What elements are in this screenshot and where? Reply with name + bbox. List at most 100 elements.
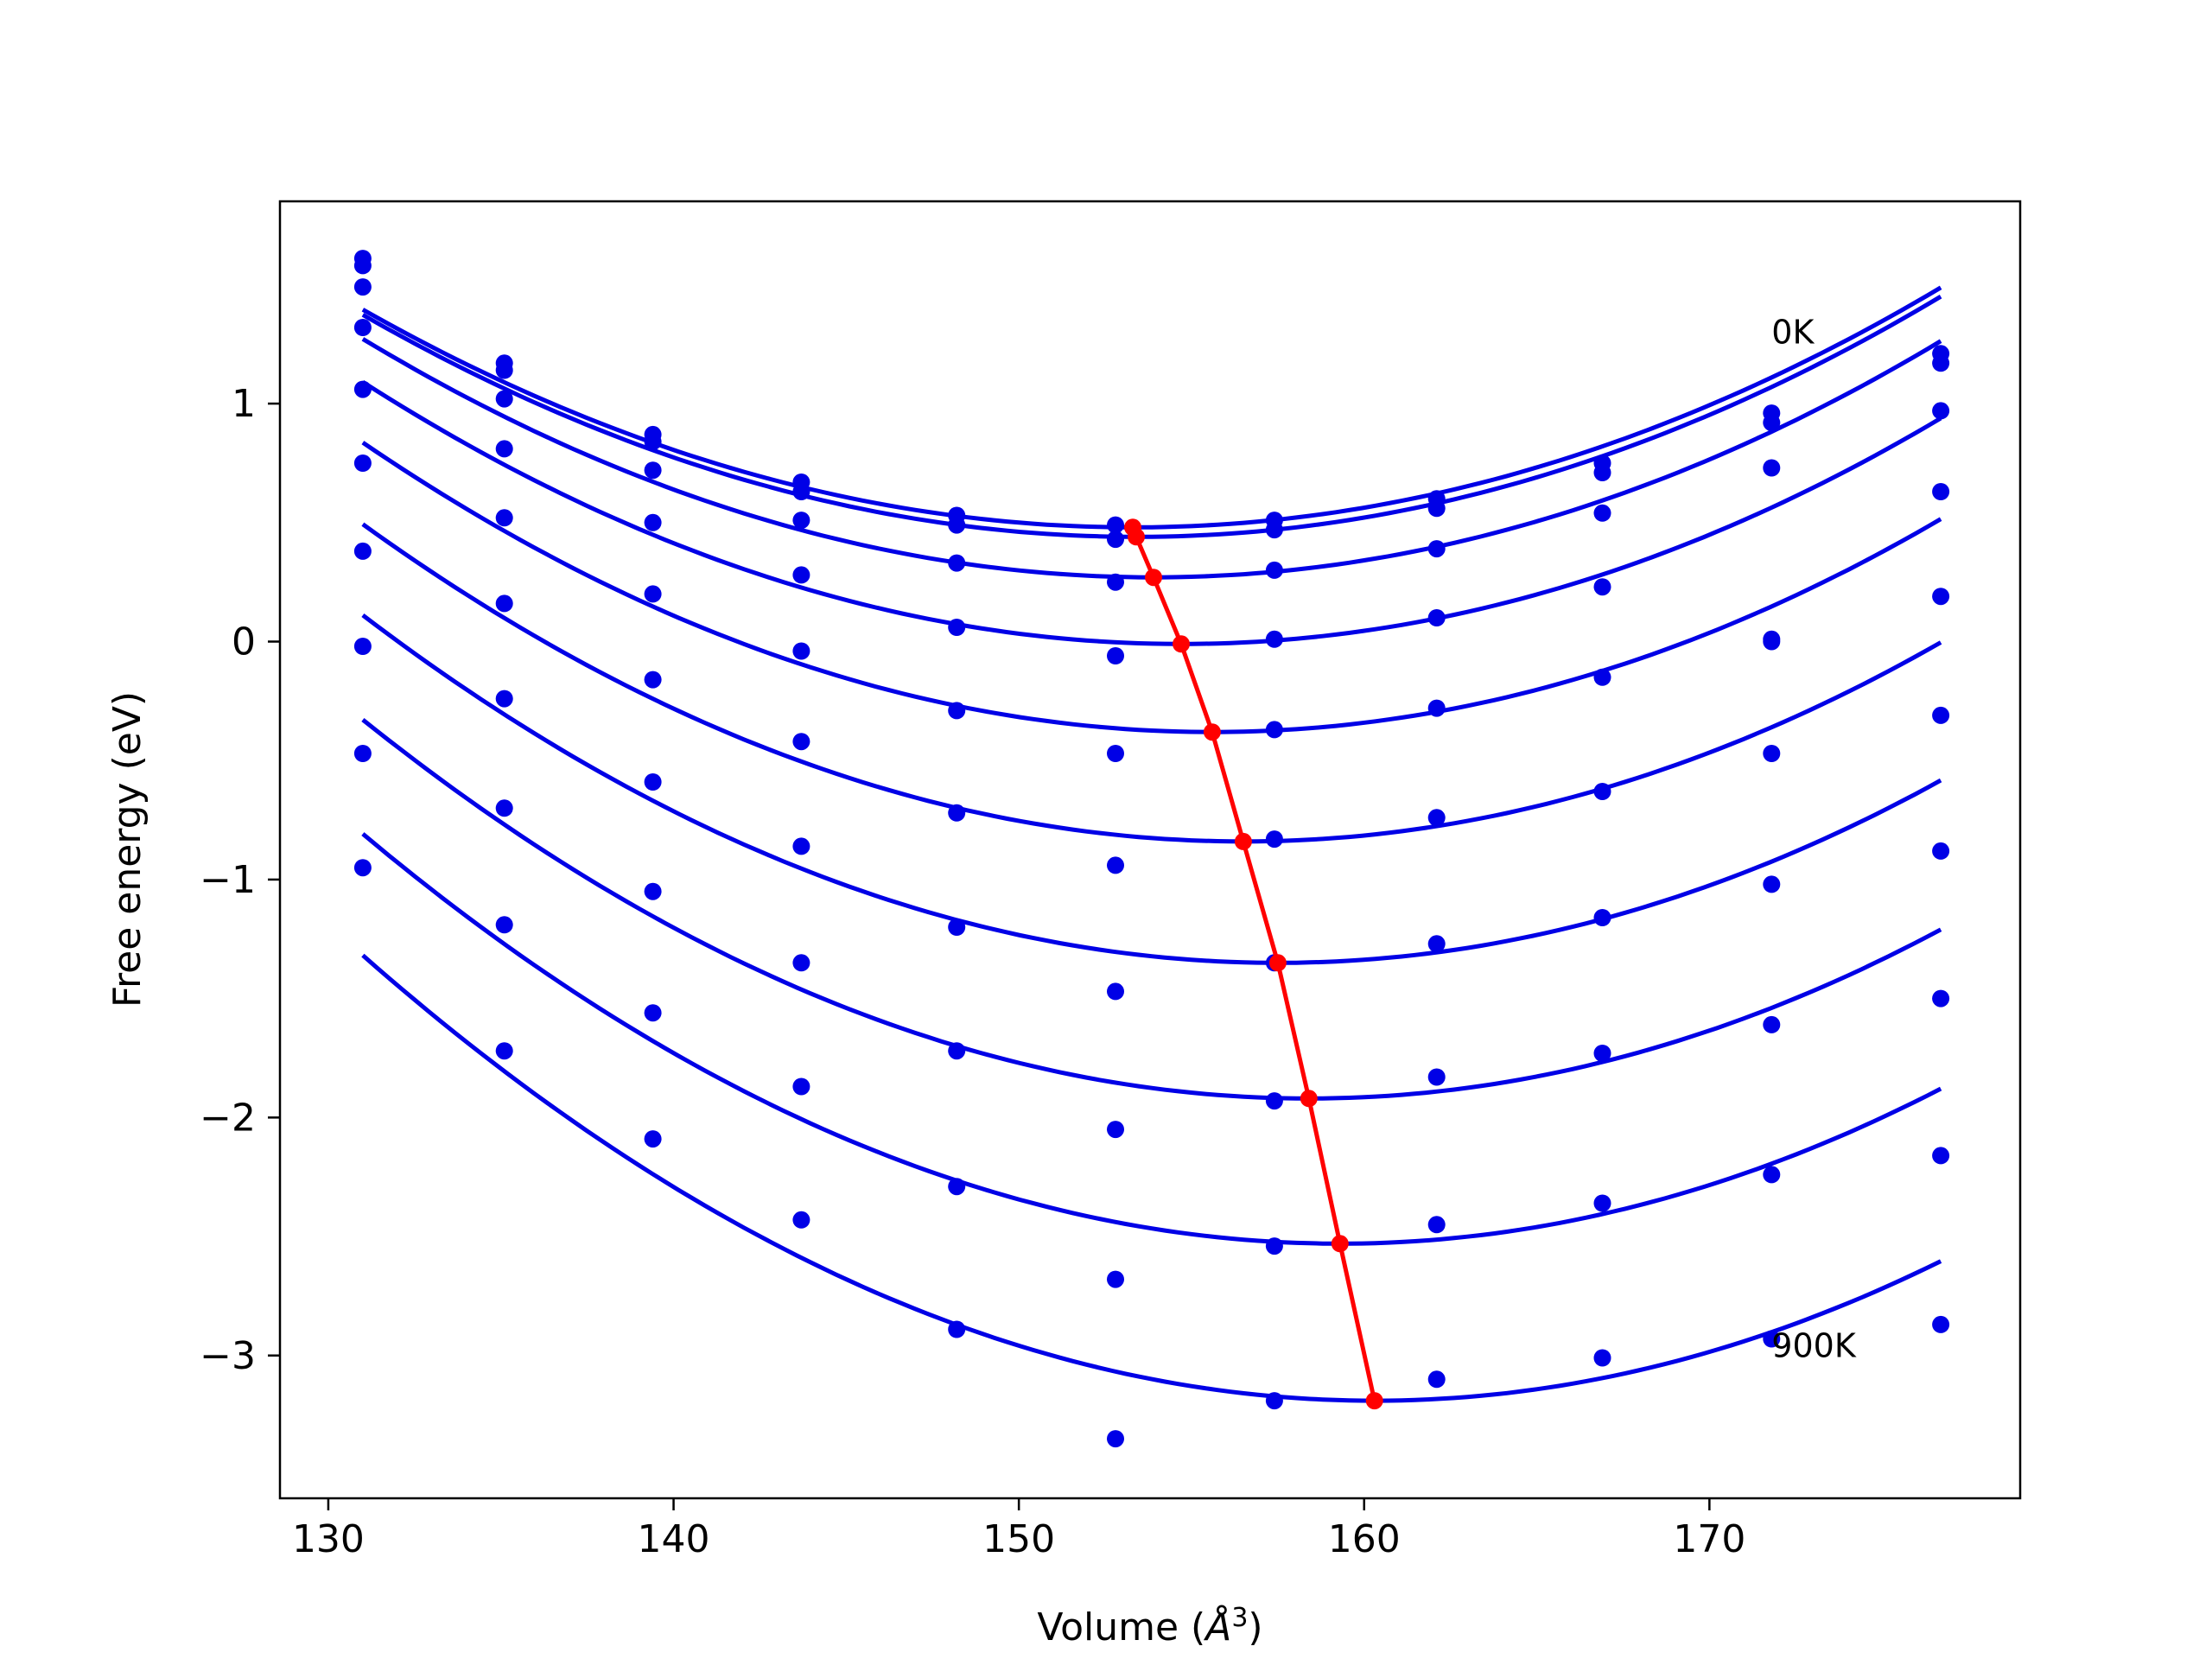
data-point-2-8 bbox=[1593, 504, 1611, 522]
data-point-3-8 bbox=[1593, 578, 1611, 596]
data-point-3-4 bbox=[948, 619, 966, 636]
data-point-5-3 bbox=[792, 733, 810, 751]
y-tick-label-3: −2 bbox=[200, 1096, 256, 1140]
data-point-3-2 bbox=[644, 513, 662, 531]
data-point-3-10 bbox=[1932, 483, 1950, 500]
data-point-2-5 bbox=[1107, 573, 1124, 591]
data-point-7-0 bbox=[353, 638, 372, 655]
annotation-900k: 900K bbox=[1771, 1327, 1857, 1365]
data-point-1-5 bbox=[1107, 531, 1124, 549]
data-point-5-9 bbox=[1763, 745, 1781, 762]
data-point-5-5 bbox=[1107, 856, 1124, 874]
fit-curve-8 bbox=[361, 832, 1942, 1246]
data-point-7-3 bbox=[792, 954, 810, 972]
data-point-9-1 bbox=[495, 1042, 513, 1060]
data-point-3-3 bbox=[792, 566, 810, 584]
y-tick-label-1: 0 bbox=[232, 620, 256, 664]
data-point-1-4 bbox=[948, 516, 966, 534]
data-point-2-3 bbox=[792, 512, 810, 530]
data-point-8-0 bbox=[353, 745, 372, 762]
data-point-3-1 bbox=[495, 440, 513, 458]
data-point-7-2 bbox=[644, 882, 662, 900]
data-point-9-3 bbox=[792, 1211, 810, 1229]
data-point-4-10 bbox=[1932, 588, 1950, 606]
data-point-7-8 bbox=[1593, 1045, 1611, 1062]
data-point-6-2 bbox=[644, 773, 662, 791]
data-point-4-6 bbox=[1265, 721, 1283, 739]
data-point-7-9 bbox=[1763, 1015, 1781, 1033]
data-point-7-4 bbox=[948, 1042, 966, 1060]
data-point-6-5 bbox=[1107, 982, 1124, 1001]
data-point-1-8 bbox=[1593, 464, 1611, 481]
fit-curve-3 bbox=[361, 379, 1942, 646]
data-point-8-1 bbox=[495, 916, 513, 934]
data-point-8-5 bbox=[1107, 1270, 1124, 1288]
x-axis-label: Volume (Å3) bbox=[1037, 1603, 1262, 1649]
data-point-1-1 bbox=[495, 361, 513, 379]
data-point-2-10 bbox=[1932, 402, 1950, 420]
data-point-9-4 bbox=[948, 1320, 966, 1338]
data-point-2-6 bbox=[1265, 561, 1283, 579]
minimum-line bbox=[1130, 526, 1377, 1402]
data-point-5-6 bbox=[1265, 830, 1283, 849]
minimum-point-6 bbox=[1268, 954, 1287, 972]
y-axis: 1 0 −1 −2 −3 bbox=[200, 382, 280, 1378]
data-point-9-6 bbox=[1265, 1392, 1283, 1410]
fit-curve-6 bbox=[361, 613, 1942, 965]
data-point-8-10 bbox=[1932, 1147, 1950, 1165]
fit-curve-1 bbox=[361, 295, 1942, 539]
data-point-4-4 bbox=[948, 702, 966, 720]
data-point-4-7 bbox=[1427, 699, 1446, 717]
plot-area bbox=[353, 250, 1950, 1448]
minimum-point-4 bbox=[1203, 723, 1221, 741]
data-point-4-1 bbox=[495, 509, 513, 527]
data-point-4-2 bbox=[644, 585, 662, 603]
data-point-8-3 bbox=[792, 1077, 810, 1096]
data-point-4-8 bbox=[1593, 668, 1611, 686]
data-point-8-6 bbox=[1265, 1237, 1283, 1255]
data-point-2-9 bbox=[1763, 459, 1781, 477]
data-point-9-0 bbox=[353, 859, 372, 877]
data-point-1-6 bbox=[1265, 521, 1283, 539]
data-point-8-8 bbox=[1593, 1194, 1611, 1212]
fit-curve-4 bbox=[361, 441, 1942, 734]
data-point-6-4 bbox=[948, 918, 966, 936]
data-point-9-7 bbox=[1427, 1370, 1446, 1389]
data-point-1-3 bbox=[792, 483, 810, 500]
data-point-6-0 bbox=[353, 542, 372, 560]
y-tick-label-2: −1 bbox=[200, 858, 256, 902]
x-tick-label-0: 130 bbox=[292, 1517, 365, 1561]
data-point-3-0 bbox=[353, 319, 372, 336]
data-point-8-4 bbox=[948, 1178, 966, 1196]
data-point-4-9 bbox=[1763, 630, 1781, 648]
minimum-point-1 bbox=[1128, 528, 1145, 546]
data-point-1-2 bbox=[644, 433, 662, 451]
data-point-9-9 bbox=[1763, 1330, 1781, 1348]
minimum-point-7 bbox=[1300, 1090, 1318, 1108]
data-point-3-7 bbox=[1427, 609, 1446, 626]
y-tick-label-0: 1 bbox=[232, 382, 256, 426]
data-point-5-1 bbox=[495, 594, 513, 613]
data-point-9-2 bbox=[644, 1130, 662, 1148]
data-point-7-5 bbox=[1107, 1121, 1124, 1139]
data-point-7-6 bbox=[1265, 1092, 1283, 1110]
data-point-7-7 bbox=[1427, 1068, 1446, 1086]
data-point-5-4 bbox=[948, 804, 966, 822]
data-point-6-10 bbox=[1932, 842, 1950, 860]
fit-curve-5 bbox=[361, 522, 1942, 844]
data-point-5-7 bbox=[1427, 809, 1446, 827]
data-point-6-7 bbox=[1427, 935, 1446, 953]
data-point-1-10 bbox=[1932, 354, 1950, 372]
x-tick-label-4: 170 bbox=[1673, 1517, 1745, 1561]
data-point-2-4 bbox=[948, 554, 966, 572]
data-point-1-9 bbox=[1763, 414, 1781, 432]
data-point-2-1 bbox=[495, 390, 513, 408]
data-point-7-10 bbox=[1932, 989, 1950, 1007]
data-point-8-7 bbox=[1427, 1216, 1446, 1234]
data-point-9-8 bbox=[1593, 1349, 1611, 1367]
minimum-point-8 bbox=[1331, 1235, 1349, 1253]
fit-curve-0 bbox=[361, 285, 1942, 530]
data-point-1-0 bbox=[353, 257, 372, 275]
